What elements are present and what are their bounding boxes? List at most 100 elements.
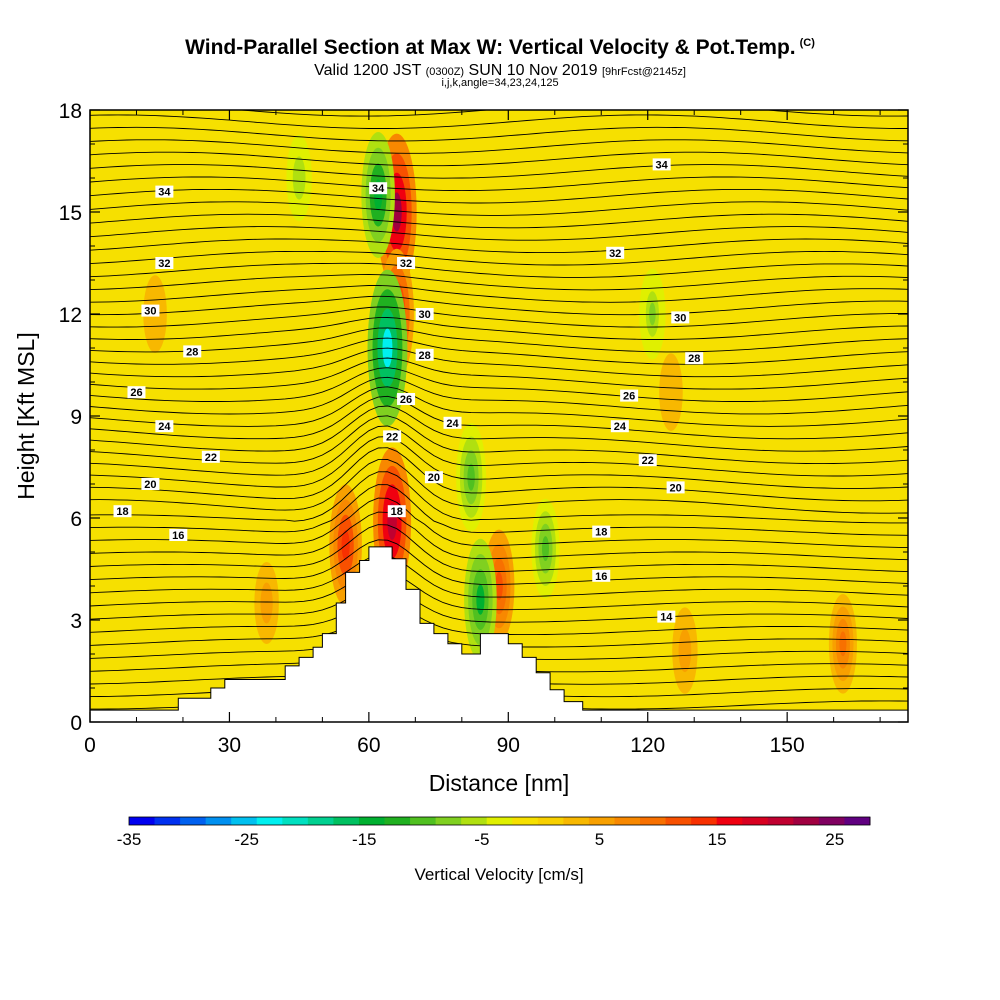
colorbar-tick-label: -35 — [117, 830, 142, 849]
isentrope-label-bg — [610, 420, 629, 433]
isentrope-line — [90, 139, 908, 154]
colorbar-swatch — [435, 817, 462, 825]
y-tick-label: 6 — [70, 508, 82, 531]
isentrope-label-bg — [369, 182, 388, 195]
isentrope-line — [90, 539, 908, 585]
colorbar-swatch — [129, 817, 156, 825]
colorbar-swatch — [716, 817, 743, 825]
colorbar-swatch — [742, 817, 769, 825]
isentrope-label-bg — [415, 348, 434, 361]
isentrope-label: 30 — [144, 306, 156, 318]
forecast-info: [9hrFcst@2145z] — [601, 66, 686, 78]
isentrope-label-bg — [387, 505, 406, 518]
isentrope-label: 28 — [688, 353, 700, 365]
isentrope-label-bg — [141, 478, 160, 490]
isentrope-label-bg — [652, 158, 671, 171]
colorbar-swatch — [486, 817, 513, 825]
isentrope-label: 24 — [614, 421, 627, 433]
colorbar-swatch — [665, 817, 692, 825]
colorbar-swatch — [282, 817, 309, 825]
isentrope-line — [90, 250, 908, 266]
isentrope-label: 32 — [158, 258, 170, 270]
isentrope-label-bg — [183, 345, 202, 358]
colorbar-swatch — [256, 817, 283, 825]
isentrope-label: 26 — [623, 391, 635, 403]
isentrope-line — [90, 497, 908, 549]
isentrope-line — [90, 78, 908, 92]
isentrope-line — [90, 471, 908, 524]
isentrope-line — [90, 295, 908, 316]
isentrope-label-bg — [201, 450, 220, 463]
isentrope-label: 26 — [400, 394, 412, 406]
isentrope-label-bg — [155, 257, 174, 269]
isentrope-label: 28 — [419, 350, 431, 362]
isentrope-label-bg — [141, 304, 160, 317]
isentrope-label: 20 — [428, 472, 440, 484]
isentrope-label-bg — [155, 185, 174, 198]
valid-time-utc: (0300Z) — [425, 66, 465, 78]
isentrope-line — [90, 337, 908, 365]
isentrope-line — [90, 327, 908, 353]
velocity-feature — [295, 167, 303, 189]
velocity-feature — [476, 584, 485, 615]
isentrope-label-bg — [424, 471, 443, 484]
isentrope-label-bg — [415, 308, 434, 320]
colorbar-swatch — [307, 817, 334, 825]
colorbar-swatch — [818, 817, 845, 825]
isentrope-line — [90, 386, 908, 427]
isentrope-line — [90, 226, 908, 241]
isentrope-label: 24 — [158, 421, 171, 433]
isentrope-label: 26 — [130, 387, 142, 399]
isentrope-line — [90, 201, 908, 216]
isentrope-label: 16 — [595, 571, 607, 583]
x-tick-label: 120 — [630, 734, 665, 757]
isentrope-label: 20 — [144, 479, 156, 491]
colorbar-tick-label: -5 — [474, 830, 489, 849]
chart-subtitle: Valid 1200 JST (0300Z) SUN 10 Nov 2019 [… — [0, 62, 1000, 80]
colorbar-swatch — [154, 817, 181, 825]
colorbar: -35 -25 -15 -5 5 15 25 — [117, 816, 871, 849]
chart-title: Wind-Parallel Section at Max W: Vertical… — [0, 36, 1000, 60]
x-tick-label: 0 — [84, 734, 96, 757]
velocity-feature — [541, 536, 549, 562]
isentrope-label-bg — [127, 386, 146, 399]
y-axis-title: Height [Kft MSL] — [13, 332, 39, 499]
isentrope-label-bg — [169, 529, 188, 541]
colorbar-frame — [128, 816, 871, 826]
isentrope-line — [90, 285, 908, 303]
isentrope-line — [90, 188, 908, 204]
isentrope-label: 32 — [609, 248, 621, 260]
colorbar-swatch — [231, 817, 258, 825]
isentrope-line — [90, 347, 908, 378]
y-tick-label: 12 — [59, 304, 82, 327]
isentrope-line — [90, 415, 908, 465]
isentrope-line — [90, 176, 908, 192]
isentrope-line — [90, 317, 908, 340]
valid-date: SUN 10 Nov 2019 — [468, 62, 598, 79]
isentrope-label-bg — [638, 454, 657, 467]
colorbar-tick-label: 15 — [708, 830, 727, 849]
colorbar-tick-label: 5 — [595, 830, 604, 849]
y-tick-label: 18 — [59, 100, 82, 123]
isentrope-label: 22 — [386, 431, 398, 443]
colorbar-swatch — [563, 817, 590, 825]
velocity-feature — [467, 463, 475, 491]
isentrope-label-bg — [657, 610, 676, 623]
isentrope-line — [90, 511, 908, 561]
isentrope-line — [90, 458, 908, 514]
x-tick-label: 30 — [218, 734, 241, 757]
axes: 0 30 60 90 120 150 0 3 6 9 12 15 18 — [59, 100, 908, 757]
x-tick-label: 150 — [770, 734, 805, 757]
colorbar-swatch — [793, 817, 820, 825]
colorbar-swatch — [691, 817, 718, 825]
colorbar-swatch — [180, 817, 207, 825]
isentrope-line — [90, 274, 908, 291]
colorbar-swatch — [410, 817, 437, 825]
isentrope-line — [90, 151, 908, 167]
isentrope-contours: 14 16 16 18 18 18 20 20 20 22 22 22 24 24 24 26 26 26 28 28… — [90, 78, 908, 710]
isentrope-label-bg — [671, 311, 690, 324]
isentrope-line — [90, 238, 908, 254]
y-tick-label: 0 — [70, 712, 82, 735]
isentrope-label-bg — [443, 416, 462, 429]
